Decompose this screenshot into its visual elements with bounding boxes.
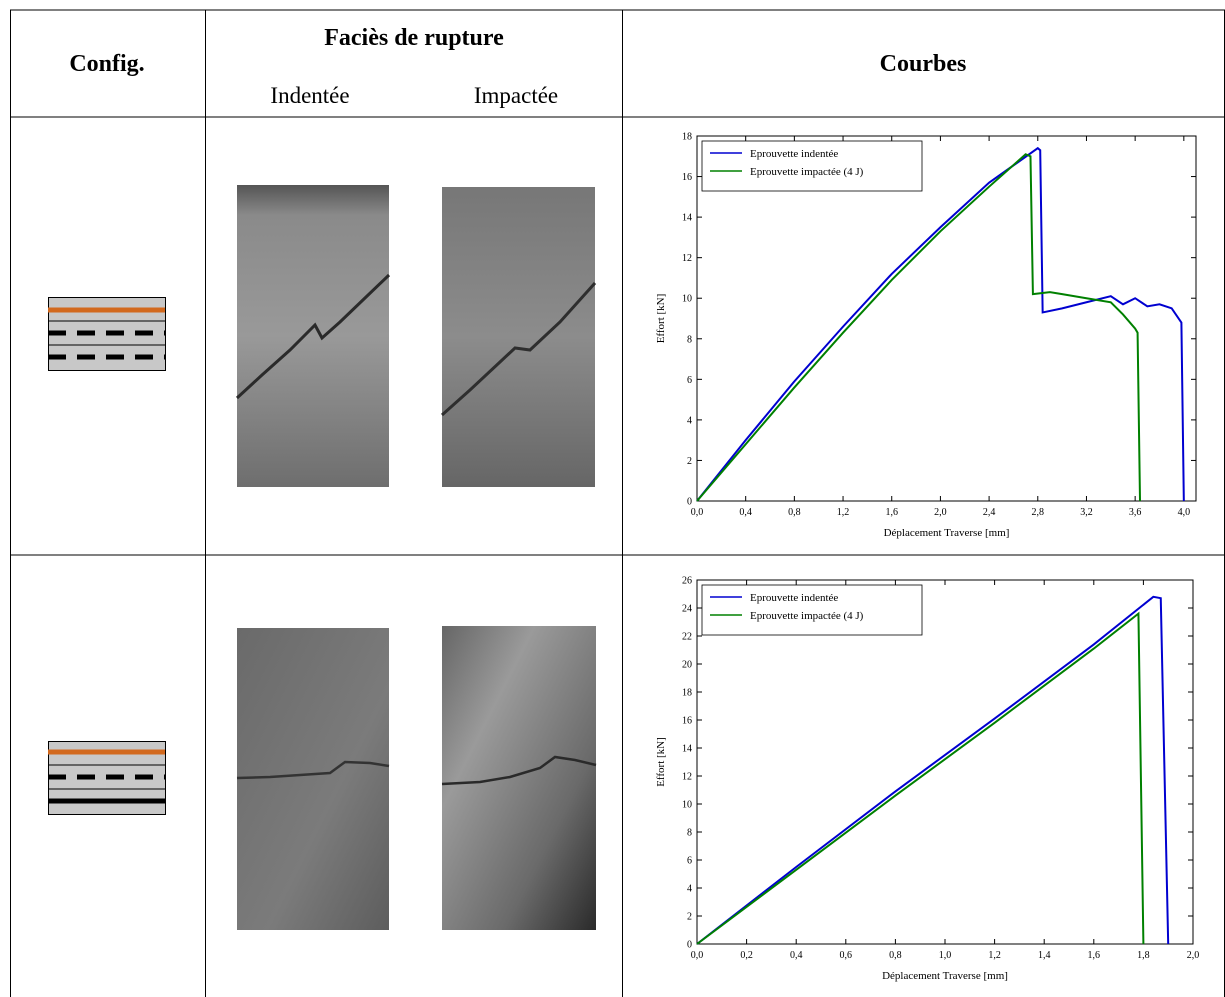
y-tick-label: 22 — [682, 632, 692, 643]
y-tick-label: 0 — [687, 940, 692, 951]
x-tick-label: 1,6 — [885, 507, 898, 518]
plot-area — [696, 135, 1197, 502]
photo — [235, 185, 391, 487]
photo — [441, 187, 597, 487]
y-tick-label: 18 — [682, 132, 692, 143]
legend-label: Eprouvette indentée — [750, 148, 838, 160]
config-icon — [48, 297, 166, 371]
x-tick-label: 2,4 — [983, 507, 996, 518]
y-tick-label: 8 — [687, 828, 692, 839]
x-tick-label: 0,0 — [691, 507, 704, 518]
y-tick-label: 6 — [687, 856, 692, 867]
legend-label: Eprouvette impactée (4 J) — [750, 610, 864, 622]
y-tick-label: 12 — [682, 772, 692, 783]
x-tick-label: 0,8 — [889, 950, 902, 961]
y-tick-label: 4 — [687, 884, 692, 895]
photo — [236, 628, 390, 930]
x-tick-label: 4,0 — [1178, 507, 1191, 518]
y-tick-label: 14 — [682, 213, 692, 224]
x-tick-label: 1,6 — [1088, 950, 1101, 961]
series-line — [696, 611, 1145, 945]
y-tick-label: 18 — [682, 688, 692, 699]
y-tick-label: 14 — [682, 744, 692, 755]
y-tick-label: 10 — [682, 294, 692, 305]
y-tick-label: 8 — [687, 334, 692, 345]
series-line — [696, 146, 1185, 502]
y-tick-label: 2 — [687, 456, 692, 467]
x-tick-label: 0,8 — [788, 507, 801, 518]
x-tick-label: 2,0 — [934, 507, 947, 518]
y-tick-label: 26 — [682, 576, 692, 587]
config-icon — [48, 741, 166, 815]
x-tick-label: 0,4 — [739, 507, 752, 518]
y-axis-label: Effort [kN] — [655, 737, 667, 787]
header-impactee: Impactée — [474, 83, 558, 108]
header-courbes: Courbes — [880, 51, 967, 77]
header-indentee: Indentée — [270, 83, 349, 108]
x-tick-label: 1,0 — [939, 950, 952, 961]
x-axis-label: Déplacement Traverse [mm] — [882, 970, 1008, 982]
series-line — [696, 595, 1170, 945]
y-tick-label: 24 — [682, 604, 692, 615]
y-tick-label: 20 — [682, 660, 692, 671]
legend-label: Eprouvette indentée — [750, 592, 838, 604]
table-grid — [10, 9, 1225, 997]
x-tick-label: 1,4 — [1038, 950, 1051, 961]
header-config: Config. — [69, 51, 144, 77]
y-tick-label: 2 — [687, 912, 692, 923]
y-axis-label: Effort [kN] — [655, 294, 667, 344]
x-tick-label: 2,8 — [1032, 507, 1045, 518]
y-tick-label: 6 — [687, 375, 692, 386]
y-tick-label: 4 — [687, 415, 692, 426]
x-tick-label: 2,0 — [1187, 950, 1200, 961]
y-tick-label: 10 — [682, 800, 692, 811]
x-tick-label: 0,6 — [840, 950, 853, 961]
photo — [441, 626, 597, 930]
x-tick-label: 1,2 — [837, 507, 850, 518]
legend-label: Eprouvette impactée (4 J) — [750, 166, 864, 178]
x-axis-label: Déplacement Traverse [mm] — [884, 527, 1010, 539]
legend-box — [701, 140, 923, 192]
legend-box — [701, 584, 923, 636]
y-tick-label: 16 — [682, 172, 692, 183]
x-tick-label: 0,4 — [790, 950, 803, 961]
y-tick-label: 0 — [687, 497, 692, 508]
x-tick-label: 0,2 — [740, 950, 753, 961]
x-tick-label: 1,2 — [988, 950, 1001, 961]
y-tick-label: 12 — [682, 253, 692, 264]
x-tick-label: 3,6 — [1129, 507, 1142, 518]
x-tick-label: 0,0 — [691, 950, 704, 961]
y-tick-label: 16 — [682, 716, 692, 727]
header-facies: Faciès de rupture — [324, 25, 504, 51]
series-line — [696, 153, 1142, 502]
x-tick-label: 3,2 — [1080, 507, 1093, 518]
x-tick-label: 1,8 — [1137, 950, 1150, 961]
